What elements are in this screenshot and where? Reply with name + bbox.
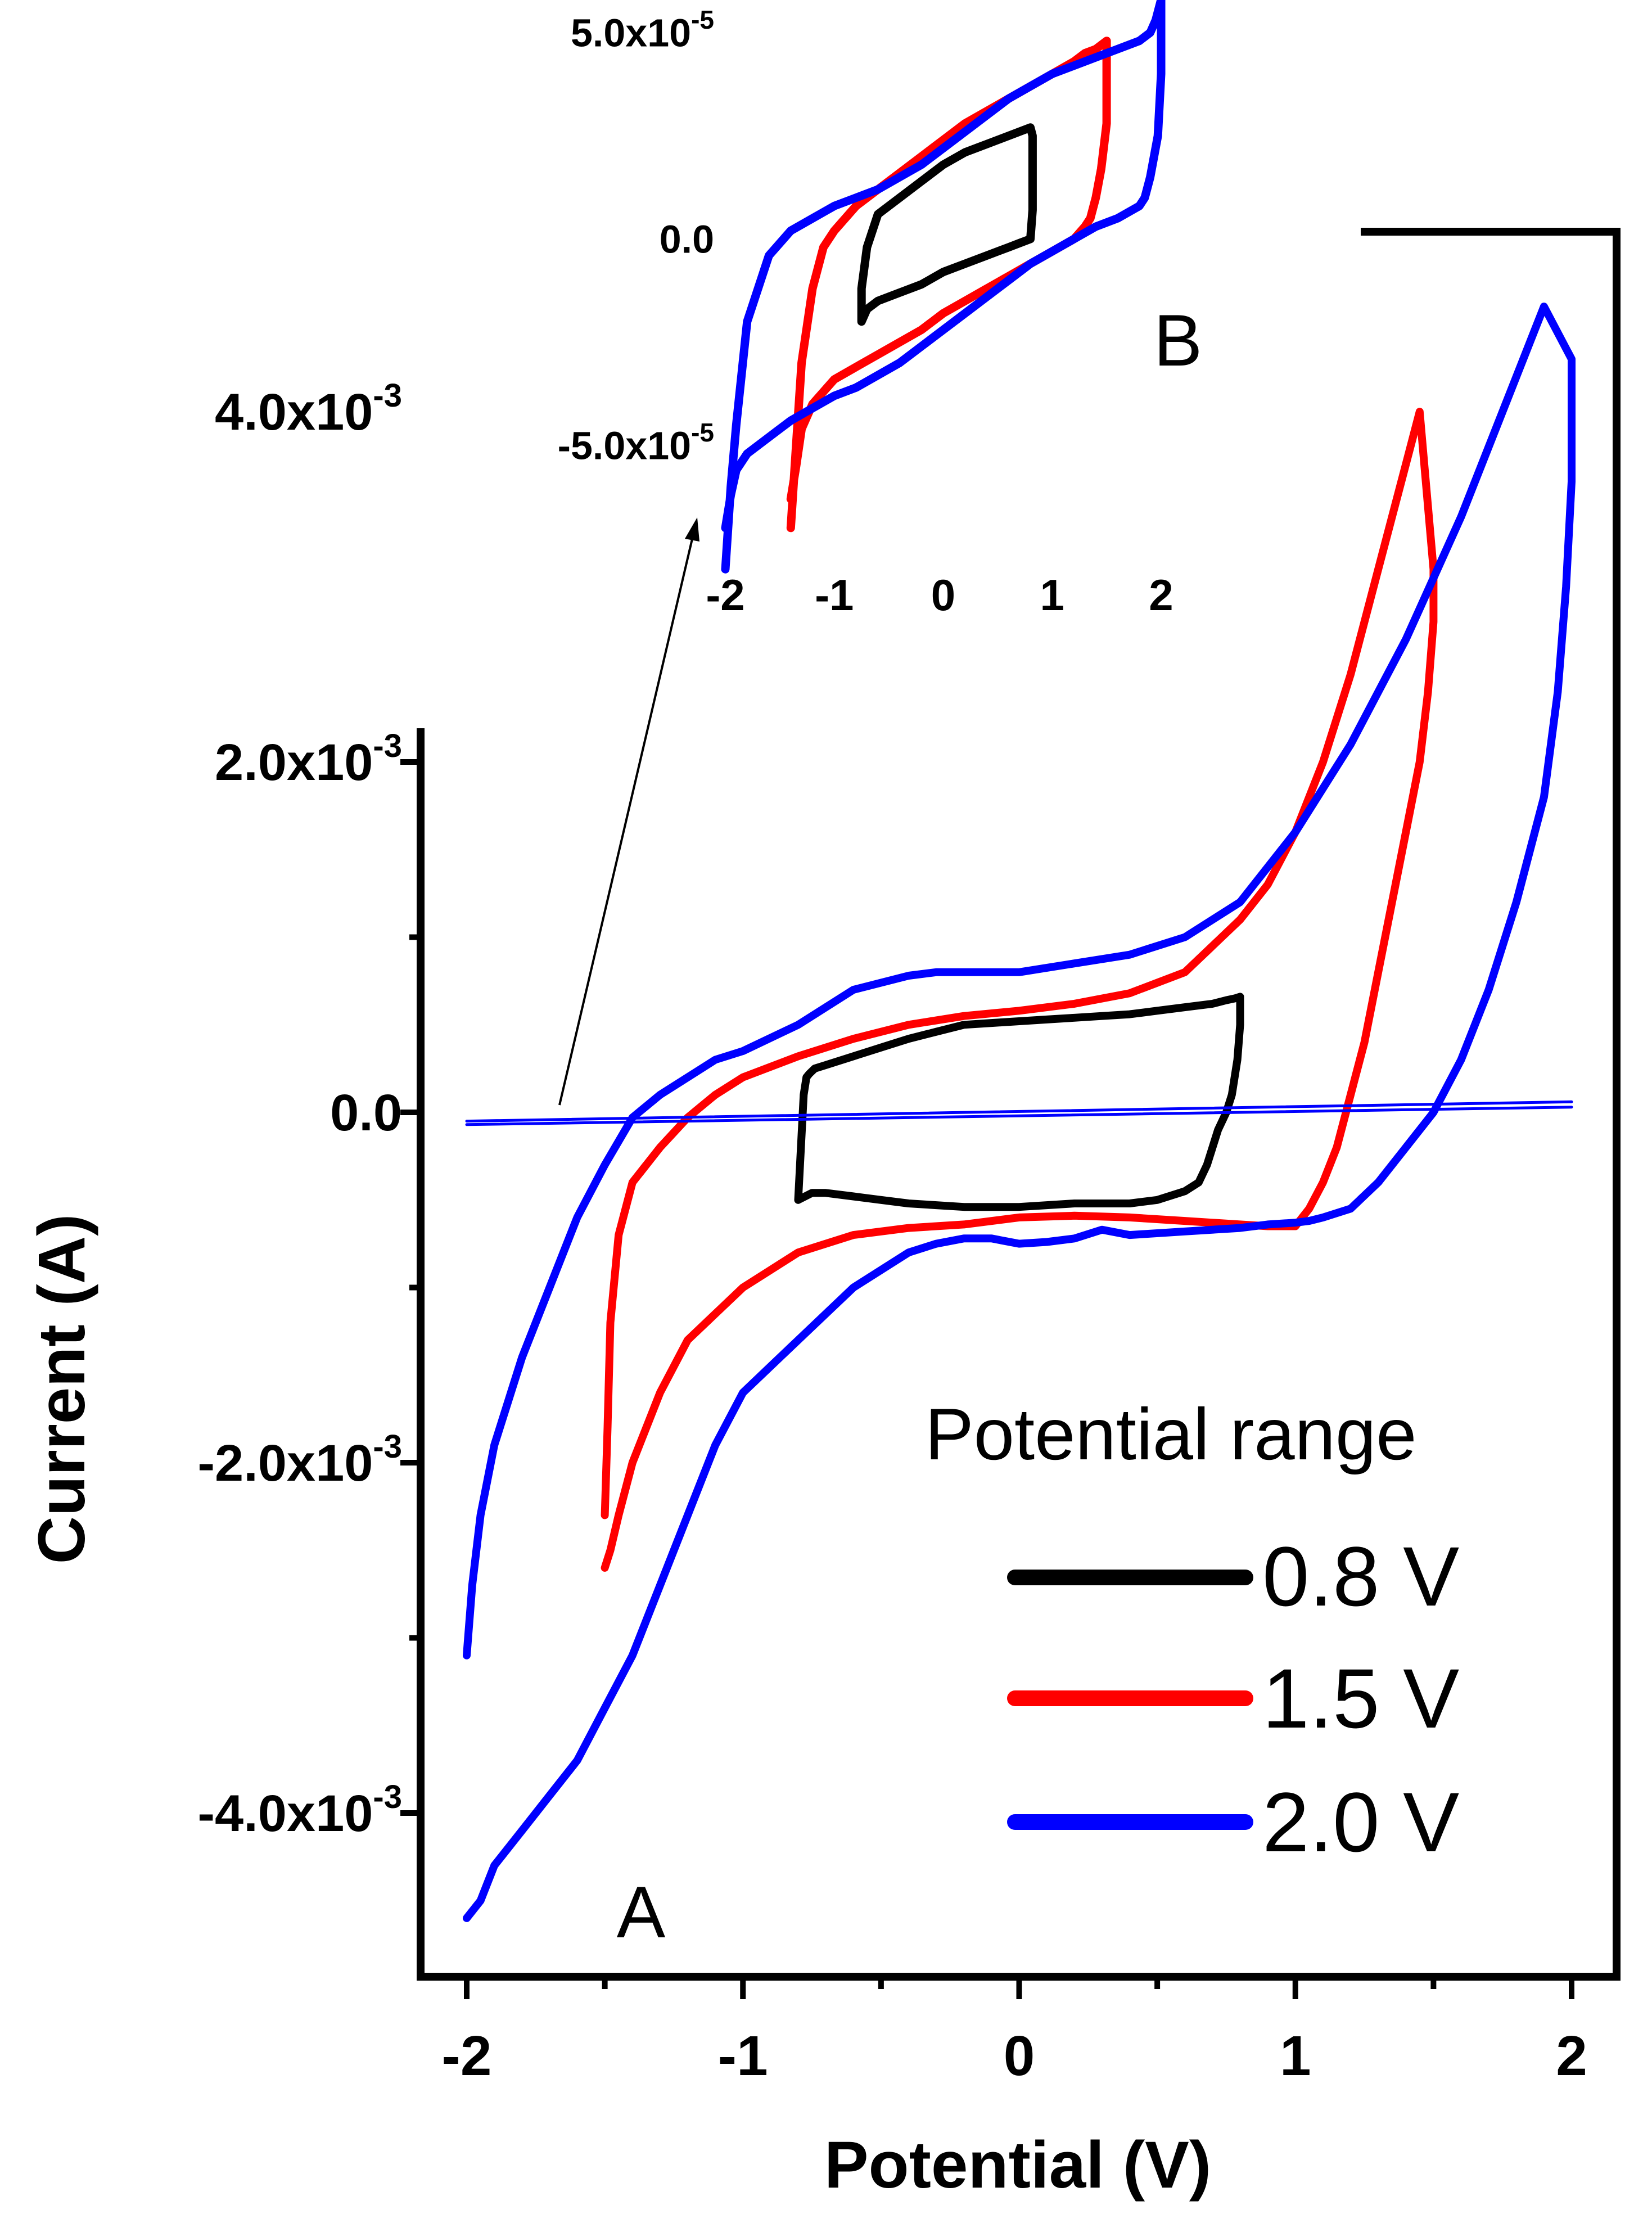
main-series-1-5-v-loop-0 [601,408,1438,1572]
main-x-tick-label: 0 [1004,2024,1035,2087]
main-series-2-0-v-loop-0 [463,303,1576,1922]
inset-x-tick-label: 1 [1040,570,1064,620]
inset-pointer-arrowhead [685,517,699,542]
inset-plot-curves [721,0,1166,574]
legend-entry-2-0v: 2.0 V [1007,1775,1459,1869]
inset-tick-labels: -2 -1 0 1 2 5.0x10-5 0.0 -5.0x10-5 [558,5,1173,620]
legend: Potential range 0.8 V 1.5 V 2.0 V [925,1393,1459,1869]
inset-series-2-0-v-loop-0 [721,0,1166,574]
inset-series-0-8-v-loop-0 [857,123,1037,326]
main-x-tick-label: 2 [1556,2024,1587,2087]
legend-title: Potential range [925,1393,1417,1475]
main-series-2-0-v-thin-same-scale-as-inset-loop-0 [465,1106,1573,1126]
inset-x-tick-label: 0 [931,570,955,620]
inset-x-tick-label: -1 [815,570,854,620]
panel-label-a: A [617,1871,666,1953]
main-plot-curves [463,303,1576,1922]
main-x-tick-label: 1 [1280,2024,1311,2087]
main-plot-area: -2 -1 0 1 2 4.0x10-3 2.0x10-3 0.0 -2.0x10-3 -4.0x… [25,228,1621,2202]
main-x-tick-label: -2 [442,2024,492,2087]
legend-entry-0-8v: 0.8 V [1007,1529,1459,1624]
main-y-tick-label: 4.0x10-3 [215,377,402,441]
main-axis-ticks [400,759,1574,1999]
legend-label-2-0v: 2.0 V [1262,1775,1459,1869]
inset-x-tick-label: 2 [1149,570,1173,620]
inset-plot-area: -2 -1 0 1 2 5.0x10-5 0.0 -5.0x10-5 B [558,0,1203,620]
legend-entry-1-5v: 1.5 V [1007,1651,1459,1746]
legend-label-1-5v: 1.5 V [1262,1651,1459,1746]
inset-y-tick-label: 0.0 [660,218,714,261]
main-series-0-8-v-loop-0 [794,993,1244,1211]
legend-label-0-8v: 0.8 V [1262,1529,1459,1624]
x-axis-title: Potential (V) [824,2128,1211,2202]
main-series-2-0-v-thin-same-scale-as-inset-loop-1 [465,1100,1573,1123]
main-y-tick-label: -2.0x10-3 [197,1428,402,1492]
main-y-tick-label: 0.0 [330,1084,402,1142]
inset-pointer-arrow [558,534,694,1106]
inset-x-tick-label: -2 [706,570,744,620]
inset-y-tick-label: -5.0x10-5 [558,418,714,468]
main-y-tick-label: -4.0x10-3 [197,1779,402,1842]
main-x-tick-label: -1 [718,2024,768,2087]
inset-y-tick-label: 5.0x10-5 [571,5,714,55]
main-tick-labels: -2 -1 0 1 2 4.0x10-3 2.0x10-3 0.0 -2.0x10-3 -4.0x… [197,377,1587,2087]
y-axis-title: Current (A) [25,1214,99,1564]
main-y-tick-label: 2.0x10-3 [215,728,402,791]
panel-label-b: B [1154,299,1203,381]
